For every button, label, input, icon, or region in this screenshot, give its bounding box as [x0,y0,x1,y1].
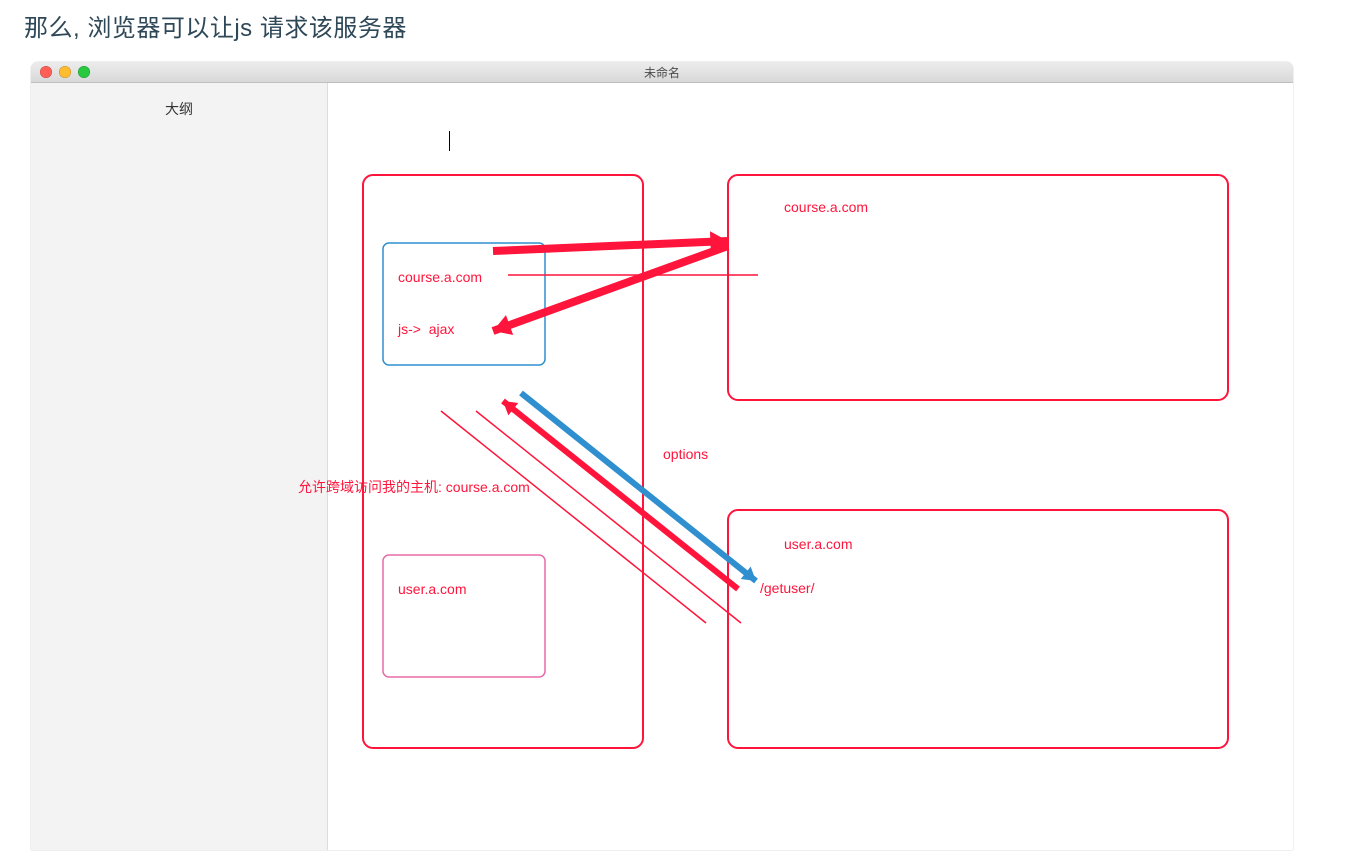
label-cors_allow: 允许跨域访问我的主机: course.a.com [298,477,530,497]
arrow-6 [503,401,738,589]
label-user_host: user.a.com [398,581,466,597]
diagram-canvas: course.a.com js-> ajax user.a.com course.a.… [328,83,1293,850]
arrow-3 [521,393,756,581]
arrow-5 [476,411,741,623]
label-server_a_lbl: course.a.com [784,199,868,215]
box-userbox [383,555,545,677]
label-server_b_lbl: user.a.com [784,536,852,552]
box-ajax [383,243,545,365]
arrow-0 [493,246,728,331]
window-body: 大纲 course.a.comjs-> ajaxuser.a.comcourse… [31,83,1293,850]
sidebar-heading: 大纲 [31,99,327,119]
label-options: options [663,446,708,462]
title-bar: 未命名 [31,62,1293,83]
window-title: 未命名 [31,64,1293,81]
sidebar: 大纲 [31,83,328,850]
arrow-4 [441,411,706,623]
label-ajax_js: js-> ajax [398,321,454,337]
page-heading: 那么, 浏览器可以让js 请求该服务器 [24,8,407,43]
app-window: 未命名 大纲 course.a.comjs-> ajaxuser.a.comco… [31,62,1293,850]
label-getuser: /getuser/ [760,580,814,596]
label-ajax_host: course.a.com [398,269,482,285]
